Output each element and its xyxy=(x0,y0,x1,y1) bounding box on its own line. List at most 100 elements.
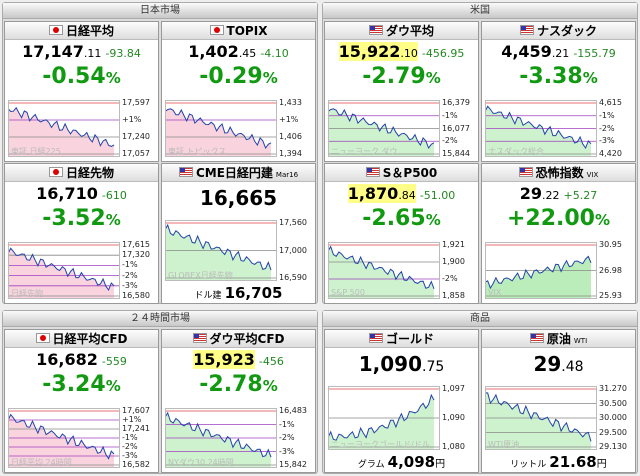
sparkline-fill xyxy=(328,395,434,450)
percent: +22.00 xyxy=(506,206,595,231)
price: 16,710 xyxy=(36,184,98,203)
sparkline-line xyxy=(165,108,272,150)
level-label: 29.130 xyxy=(599,442,627,451)
sparkline-frame xyxy=(165,408,277,468)
level-label: -2% xyxy=(279,433,295,442)
sparkline-frame xyxy=(165,100,277,157)
percent-row: -2.65% xyxy=(325,206,478,231)
price-int: 1,402 xyxy=(188,42,239,61)
level-label: 15,842 xyxy=(279,460,307,469)
level-label: 1,097 xyxy=(442,384,465,393)
sparkline-fill xyxy=(485,256,591,299)
level-label: 29.500 xyxy=(599,427,627,437)
level-label: -1% xyxy=(279,419,295,429)
level-label: -3% xyxy=(122,280,138,290)
card-header: 原油 WTI xyxy=(482,330,635,348)
sparkline-frame xyxy=(328,100,440,157)
flag xyxy=(48,25,63,35)
sparkline xyxy=(165,100,277,157)
price-change: -93.84 xyxy=(105,47,141,60)
level-label: 1,406 xyxy=(279,132,302,141)
price: 29.22 xyxy=(520,184,560,203)
level-label: 17,000 xyxy=(279,245,307,255)
price-int: 15,923 xyxy=(193,350,255,369)
percent-unit: % xyxy=(425,69,441,87)
card-header: S＆P500 xyxy=(325,164,478,182)
watermark: 東証 日経225 xyxy=(11,147,61,156)
flag-canton xyxy=(179,168,185,172)
sparkline-frame xyxy=(165,220,277,281)
price-row: 16,682 -559 xyxy=(5,350,158,369)
watermark: WTI原油 xyxy=(488,440,520,449)
panel: 商品 ゴールド 1,090.75 1,097 1,090 1,080 ニューヨークゴールド/… xyxy=(322,310,638,474)
price-change: -51.00 xyxy=(419,189,456,202)
percent-unit: % xyxy=(595,211,611,229)
sparkline-line xyxy=(8,106,115,147)
card-name: TOPIX xyxy=(226,24,268,38)
alt-label: リットル xyxy=(510,460,547,470)
watermark: ナスダック総合 xyxy=(488,147,544,156)
flag-canton xyxy=(369,26,375,30)
percent-row: -2.78% xyxy=(162,372,315,397)
sparkline xyxy=(328,100,440,157)
price-int: 15,922 xyxy=(338,42,401,61)
level-label: 15,844 xyxy=(442,149,470,158)
price-dec: .84 xyxy=(398,189,416,202)
alt-price: ドル建 16,705 xyxy=(162,283,315,302)
price: 15,923 xyxy=(193,350,255,369)
flag xyxy=(519,25,534,35)
level-label: 16,379 xyxy=(442,98,470,107)
card-header: ナスダック xyxy=(482,22,635,40)
sparkline xyxy=(328,386,440,450)
card-name: 原油 xyxy=(546,332,571,346)
flag-dot xyxy=(39,335,46,341)
flag xyxy=(518,167,533,177)
alt-value: 4,098 xyxy=(387,453,436,471)
level-label: 1,900 xyxy=(442,257,465,266)
percent: -2.79 xyxy=(362,64,426,89)
alt-unit: 円 xyxy=(435,459,446,470)
sparkline-line xyxy=(328,393,435,441)
price-row: 1,870.84 -51.00 xyxy=(325,184,478,203)
level-label: -3% xyxy=(279,446,295,456)
sparkline xyxy=(485,386,597,450)
card-sub: WTI xyxy=(573,337,588,345)
percent-row: -3.24% xyxy=(5,372,158,397)
price-dec: .21 xyxy=(551,47,570,60)
level-label: 16,077 xyxy=(442,123,470,133)
percent: -2.78 xyxy=(199,372,263,397)
sparkline-fill xyxy=(8,414,114,468)
level-label: -2% xyxy=(442,274,458,283)
price-change: -456 xyxy=(258,355,284,368)
card: ナスダック 4,459.21 -155.79 -3.38% 4,615 -1% -2% -3%… xyxy=(481,21,636,162)
card-name: CME日経円建 xyxy=(195,166,273,180)
sparkline-fill xyxy=(328,108,434,157)
card: TOPIX 1,402.45 -4.10 -0.29% 1,433 +1% 1,406 1,3… xyxy=(161,21,316,162)
level-label: -1% xyxy=(599,110,615,120)
card-header: 日経先物 xyxy=(5,164,158,182)
sparkline-frame xyxy=(485,100,597,157)
level-label: 30.95 xyxy=(599,240,622,249)
panel: 日本市場日経平均 17,147.11 -93.84 -0.54% 17,597 +1% 17… xyxy=(2,2,318,304)
percent-unit: % xyxy=(105,69,121,87)
percent: -3.38 xyxy=(519,64,583,89)
flag-dot xyxy=(213,27,220,33)
panel-title: ２４時間市場 xyxy=(3,311,317,327)
percent-row: -2.79% xyxy=(325,64,478,89)
watermark: 東証 トピックス xyxy=(168,147,227,156)
price: 29.48 xyxy=(533,352,583,376)
panel: 米国 ダウ平均 15,922.10 -456.95 -2.79% 16,379 -1% 16,… xyxy=(322,2,638,304)
price-change: -559 xyxy=(101,355,127,368)
price-change: -610 xyxy=(101,189,127,202)
card-sub: VIX xyxy=(586,171,599,179)
card: 日経先物 16,710 -610 -3.52% 17,615 17,320 -1% -2% -3… xyxy=(4,163,159,304)
card: 日経平均 17,147.11 -93.84 -0.54% 17,597 +1% 17,240… xyxy=(4,21,159,162)
level-label: -2% xyxy=(122,270,138,280)
sparkline xyxy=(8,242,120,299)
panel-title: 日本市場 xyxy=(3,3,317,19)
sparkline-line xyxy=(485,105,592,150)
level-label: -1% xyxy=(442,110,458,120)
level-label: -1% xyxy=(122,433,138,442)
flag-canton xyxy=(530,334,536,338)
sparkline-line xyxy=(485,392,592,442)
